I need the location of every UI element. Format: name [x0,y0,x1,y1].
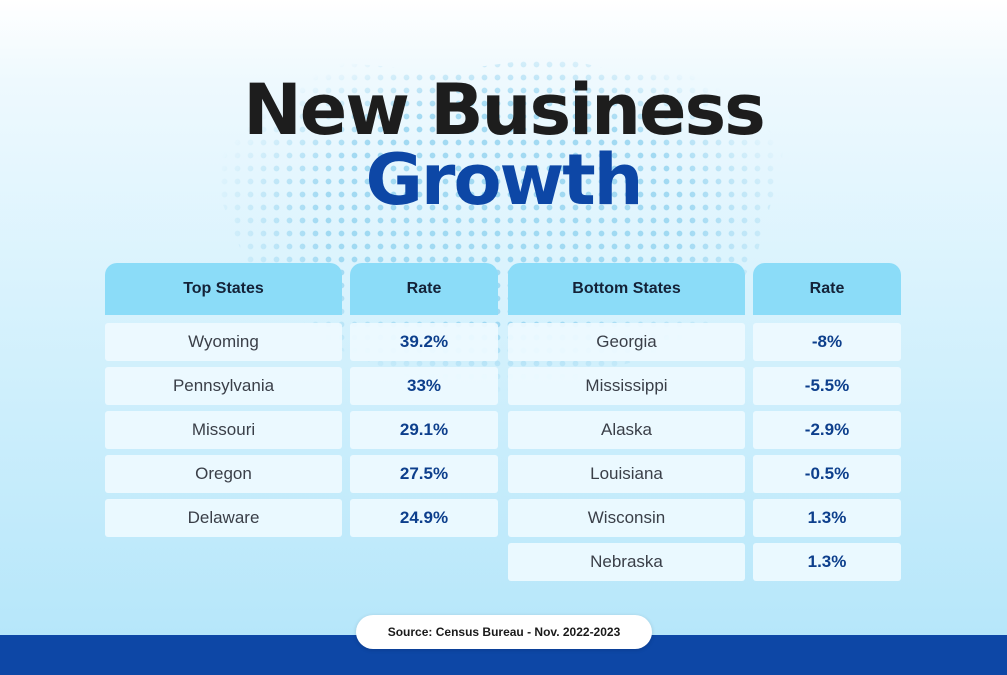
source-label: Source: Census Bureau - Nov. 2022-2023 [356,615,652,649]
bottom-state-rate: -8% [753,323,901,361]
top-state-name: Delaware [105,499,342,537]
top-state-rate: 33% [350,367,498,405]
top-state-name: Pennsylvania [105,367,342,405]
top-rate-header: Rate [350,263,498,315]
bottom-state-name: Alaska [508,411,745,449]
title-line-2: Growth [365,139,643,221]
top-state-rate: 24.9% [350,499,498,537]
bottom-state-name: Wisconsin [508,499,745,537]
top-state-name: Missouri [105,411,342,449]
bottom-state-name: Louisiana [508,455,745,493]
bottom-state-rate: -5.5% [753,367,901,405]
bottom-state-name: Mississippi [508,367,745,405]
bottom-rate-header: Rate [753,263,901,315]
bottom-state-name: Nebraska [508,543,745,581]
title-line-1: New Business [243,69,766,151]
top-state-rate: 39.2% [350,323,498,361]
top-state-name: Wyoming [105,323,342,361]
top-state-name: Oregon [105,455,342,493]
bottom-state-rate: -2.9% [753,411,901,449]
bottom-state-rate: 1.3% [753,499,901,537]
top-states-header: Top States [105,263,342,315]
top-state-rate: 27.5% [350,455,498,493]
bottom-state-rate: -0.5% [753,455,901,493]
bottom-state-rate: 1.3% [753,543,901,581]
bottom-states-header: Bottom States [508,263,745,315]
bottom-state-name: Georgia [508,323,745,361]
top-state-rate: 29.1% [350,411,498,449]
